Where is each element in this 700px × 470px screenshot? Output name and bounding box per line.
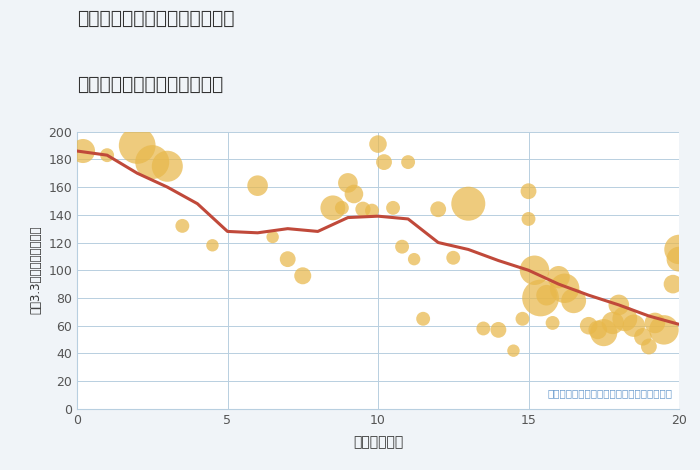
Point (508, 347, 519, 354)
Point (282, 255, 293, 263)
Point (529, 266, 540, 274)
Point (673, 246, 685, 253)
Point (433, 205, 444, 213)
Point (417, 315, 428, 322)
Point (535, 294, 546, 302)
Point (102, 151, 113, 159)
X-axis label: 駅距離（分）: 駅距離（分） (353, 435, 403, 449)
Point (493, 326, 504, 334)
Point (553, 274, 564, 281)
Point (629, 322, 640, 329)
Point (598, 329, 609, 337)
Point (328, 204, 339, 212)
Text: 駅距離別中古マンション価格: 駅距離別中古マンション価格 (77, 75, 223, 94)
Point (477, 325, 489, 332)
Point (267, 233, 278, 241)
Point (667, 280, 678, 288)
Point (409, 255, 420, 263)
Point (78, 147, 89, 155)
Point (379, 158, 390, 166)
Point (162, 163, 173, 170)
Point (650, 319, 661, 327)
Point (297, 272, 308, 280)
Point (147, 158, 158, 166)
Point (547, 319, 558, 327)
Point (643, 343, 655, 350)
Y-axis label: 坪（3.3㎡）単価（万円）: 坪（3.3㎡）単価（万円） (29, 226, 43, 314)
Point (541, 291, 552, 299)
Point (372, 141, 384, 148)
Point (568, 297, 580, 305)
Point (583, 322, 594, 329)
Point (607, 319, 618, 327)
Point (523, 215, 534, 223)
Point (357, 205, 368, 213)
Point (132, 142, 143, 149)
Text: 円の大きさは、取引のあった物件面積を示す: 円の大きさは、取引のあった物件面積を示す (548, 388, 673, 398)
Point (252, 182, 263, 189)
Point (336, 204, 347, 212)
Text: 東京都小田急多摩センター駅の: 東京都小田急多摩センター駅の (77, 9, 235, 28)
Point (673, 255, 685, 263)
Point (637, 333, 648, 341)
Point (388, 204, 399, 212)
Point (366, 207, 377, 214)
Point (559, 284, 570, 292)
Point (592, 326, 603, 334)
Point (448, 254, 459, 261)
Point (658, 326, 669, 334)
Point (523, 188, 534, 195)
Point (396, 243, 407, 251)
Point (613, 301, 624, 309)
Point (402, 158, 414, 166)
Point (517, 315, 528, 322)
Point (620, 315, 631, 322)
Point (342, 179, 354, 187)
Point (463, 200, 474, 207)
Point (176, 222, 188, 230)
Point (349, 190, 360, 198)
Point (207, 242, 218, 249)
